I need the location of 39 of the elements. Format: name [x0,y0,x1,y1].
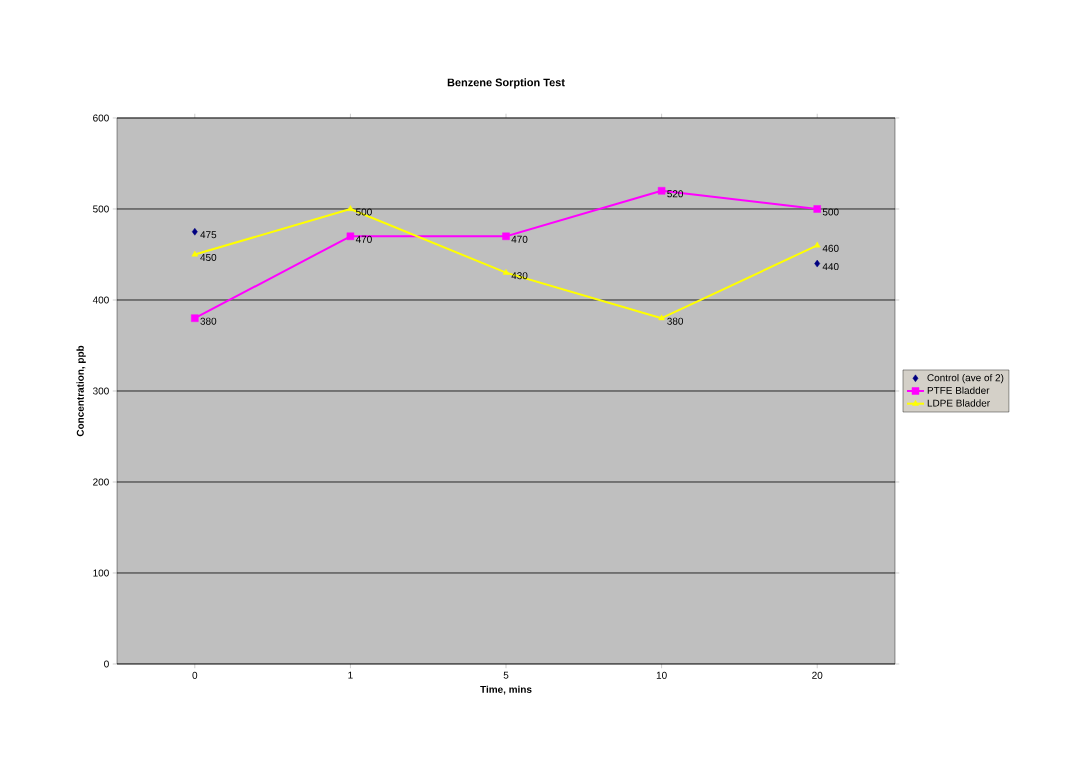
data-label: 460 [822,244,839,252]
point [657,187,666,195]
chart-title: Benzene Sorption Test [447,78,565,89]
point [191,228,198,236]
data-label: 380 [200,317,217,325]
x-tick-label: 20 [812,671,823,679]
x-tick-label: 10 [656,671,667,679]
point [813,205,821,213]
x-tick-label: 5 [503,671,509,679]
point [191,250,199,257]
y-tick-label: 200 [93,478,109,486]
y-tick-label: 0 [104,660,109,668]
data-label: 450 [200,253,217,262]
y-axis-title: Concentration, ppb [76,345,86,437]
x-axis-title: Time, mins [480,685,532,695]
point [346,232,355,241]
data-label: 440 [822,263,839,271]
y-tick-label: 600 [93,114,109,122]
data-label: 475 [200,231,217,239]
y-tick-label: 500 [93,205,109,213]
point [347,205,354,211]
point [502,232,510,241]
x-tick-label: 0 [192,671,198,679]
point [191,314,199,322]
legend-label: Control (ave of 2) [927,373,1004,384]
data-label: 380 [667,317,684,325]
y-tick-label: 100 [93,569,109,577]
y-tick-label: 400 [92,296,109,304]
data-label: 470 [511,235,528,243]
point [658,314,665,321]
y-tick-label: 300 [92,387,109,395]
point [502,268,510,275]
legend-label: PTFE Bladder [927,386,990,394]
point [814,259,821,268]
data-label: 500 [822,208,839,216]
point [813,241,821,248]
x-tick-label: 1 [348,671,353,679]
legend-label: LDPE Bladder [927,399,990,407]
data-label: 470 [355,235,372,243]
